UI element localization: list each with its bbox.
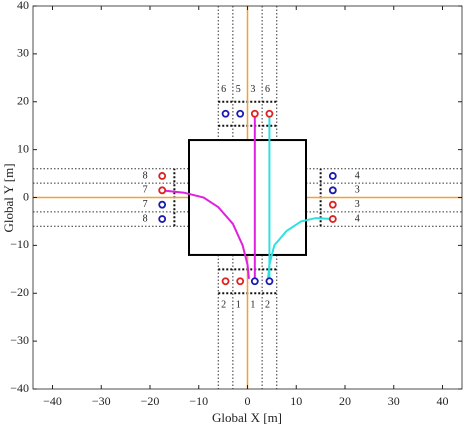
y-tick-label: 30 [17,46,29,60]
trajectory [162,189,250,279]
marker [158,186,167,195]
x-tick-label: −10 [189,394,208,408]
lane-label: 8 [143,170,148,181]
lane-label: 6 [221,84,226,95]
marker [328,172,337,180]
y-tick-label: −10 [10,237,29,251]
lane-label: 5 [236,84,241,95]
marker [236,109,245,118]
marker [158,172,167,180]
x-tick-label: −20 [141,394,160,408]
x-tick-label: 10 [290,394,302,408]
marker [158,200,167,209]
lane-label: 2 [221,300,226,311]
marker [265,109,274,118]
lane-label: 4 [355,170,360,181]
x-axis-label: Global X [m] [212,410,282,425]
x-tick-label: 40 [437,394,449,408]
lane-label: 7 [143,199,148,210]
x-tick-label: −30 [92,394,111,408]
x-tick-label: 20 [339,394,351,408]
y-axis-label: Global Y [m] [1,163,16,232]
y-tick-label: −40 [10,381,29,395]
lane-label: 3 [355,185,360,196]
marker [221,277,230,286]
lane-label: 8 [143,213,148,224]
y-tick-label: 10 [17,141,29,155]
marker [221,109,230,118]
lane-label: 7 [143,185,148,196]
marker [328,186,337,195]
y-tick-label: 40 [17,0,29,12]
lane-label: 2 [265,300,270,311]
lane-label: 1 [236,300,241,311]
marker [236,277,245,286]
y-tick-label: 20 [17,94,29,108]
marker [328,200,337,209]
lane-label: 6 [265,84,270,95]
x-tick-label: 0 [245,394,251,408]
marker [250,277,259,286]
marker [328,215,337,223]
marker [158,215,167,223]
y-tick-label: −30 [10,333,29,347]
intersection-box [188,139,307,256]
y-tick-label: 0 [23,189,29,203]
x-tick-label: −40 [43,394,62,408]
lane-label: 3 [355,199,360,210]
lane-label: 4 [355,213,360,224]
lane-label: 3 [250,84,255,95]
lane-label: 1 [250,300,255,311]
y-tick-label: −20 [10,285,29,299]
trajectory [266,217,333,279]
marker [250,109,259,118]
x-tick-label: 30 [388,394,400,408]
marker [265,277,274,286]
